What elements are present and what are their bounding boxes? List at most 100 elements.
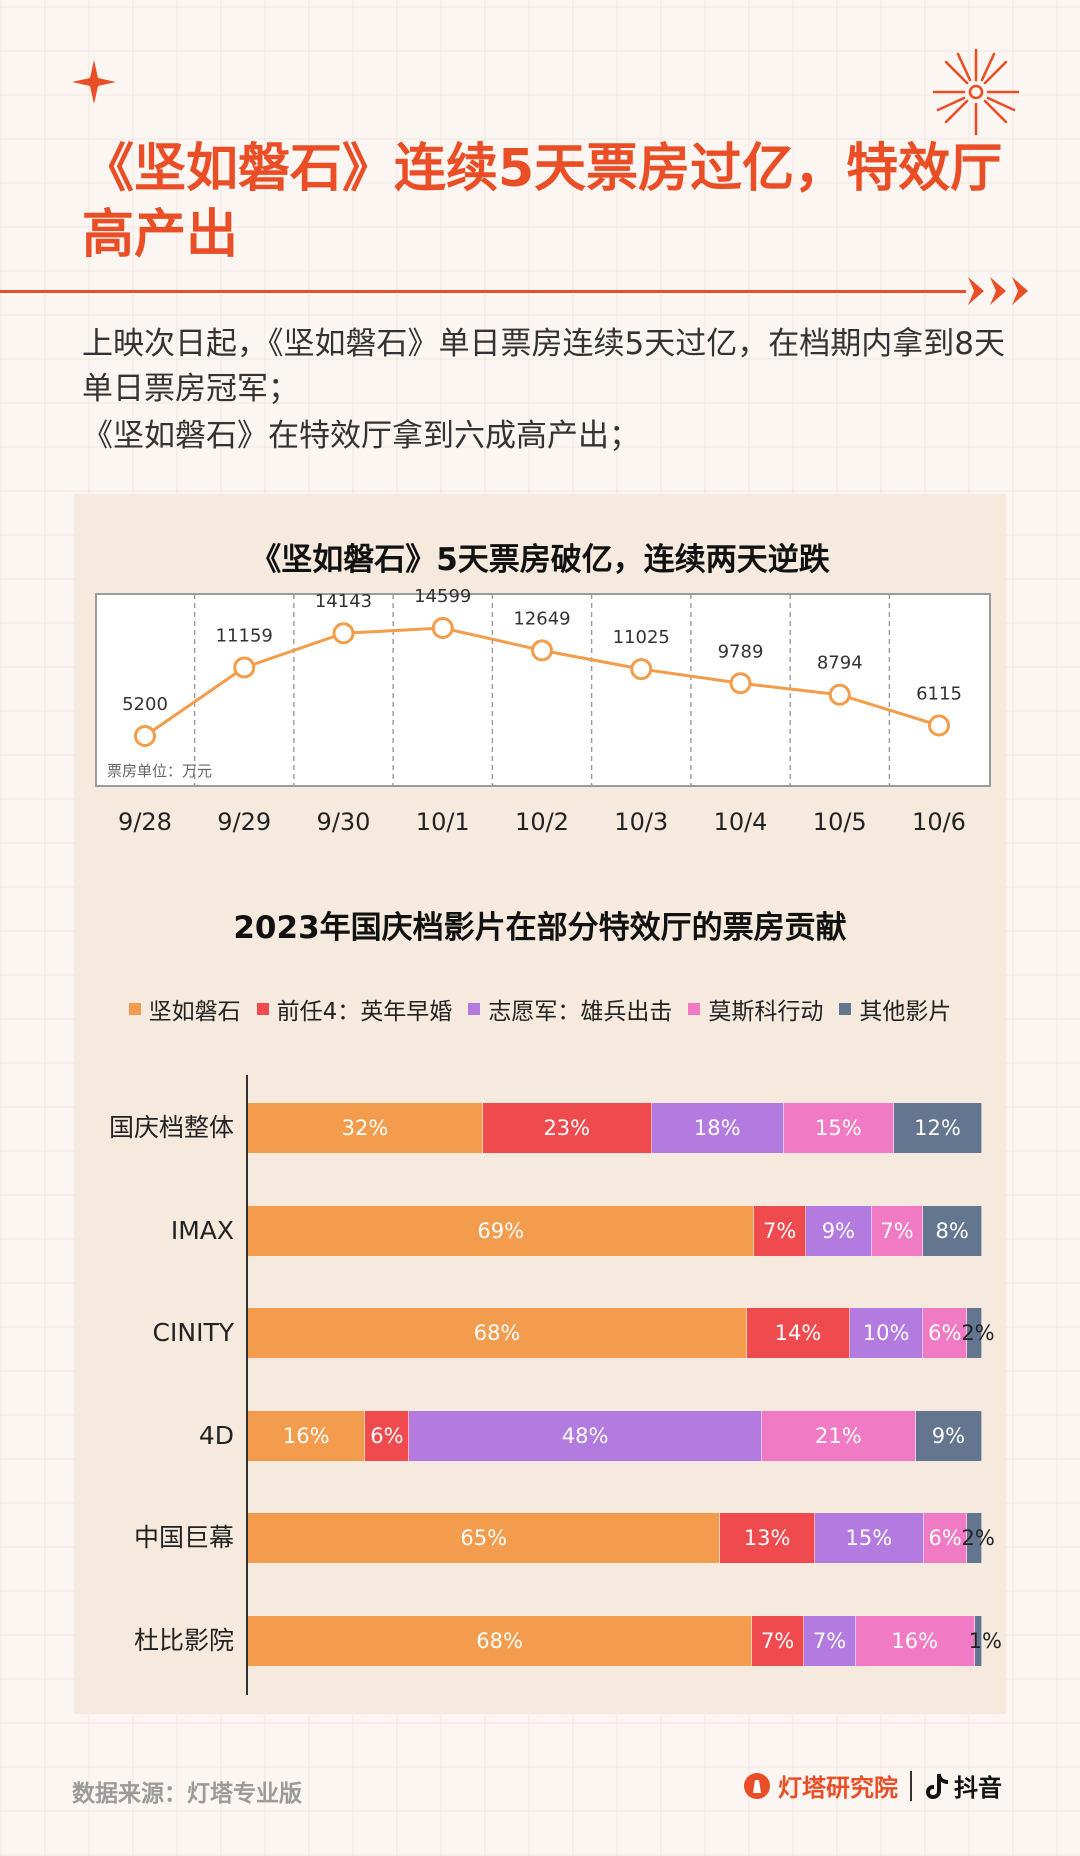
- bar-segment: 69%: [248, 1205, 755, 1256]
- bar-value-label: 9%: [821, 1218, 856, 1243]
- bar-segment: 12%: [893, 1103, 982, 1153]
- triple-arrow-icon: [968, 277, 1028, 305]
- x-tick-label: 9/28: [118, 808, 172, 836]
- bar-segment: 32%: [248, 1103, 483, 1153]
- bar-value-label: 1%: [968, 1629, 1002, 1653]
- page-title: 《坚如磐石》连续5天票房过亿，特效厅高产出: [82, 139, 1003, 265]
- bar-segment: 48%: [409, 1410, 762, 1461]
- bar-segment: 6%: [365, 1410, 410, 1461]
- bar-value-label: 48%: [561, 1423, 609, 1448]
- x-tick-label: 10/3: [614, 808, 668, 836]
- data-point: [828, 683, 851, 706]
- bar-value-label: 6%: [928, 1526, 962, 1551]
- bar-chart-axis: [246, 1075, 248, 1695]
- data-point: [630, 658, 653, 681]
- bar-value-label: 10%: [862, 1321, 910, 1346]
- bar-value-label: 2%: [961, 1526, 995, 1551]
- x-tick-label: 10/2: [515, 808, 569, 836]
- legend-label: 前任4：英年早婚: [276, 999, 453, 1025]
- bar-value-label: 21%: [815, 1423, 862, 1448]
- douyin-logo-icon: [926, 1773, 948, 1799]
- data-point: [233, 656, 256, 679]
- brand-separator: [910, 1770, 912, 1801]
- line-chart-title: 《坚如磐石》5天票房破亿，连续两天逆跌: [250, 542, 830, 578]
- bar-value-label: 7%: [880, 1218, 914, 1243]
- category-label: IMAX: [170, 1215, 234, 1245]
- legend-label: 坚如磐石: [148, 999, 241, 1025]
- category-label: 4D: [198, 1420, 234, 1450]
- data-point: [729, 672, 752, 695]
- bar-segment: 6%: [923, 1308, 968, 1359]
- bar-segment: 2%: [961, 1308, 995, 1359]
- bar-chart-title: 2023年国庆档影片在部分特效厅的票房贡献: [233, 910, 847, 946]
- category-label: 国庆档整体: [108, 1113, 234, 1142]
- data-label: 11025: [613, 627, 670, 648]
- category-label: 杜比影院: [133, 1626, 234, 1655]
- data-point: [332, 622, 355, 645]
- bar-value-label: 7%: [762, 1218, 797, 1243]
- bar-value-label: 13%: [743, 1526, 791, 1551]
- bar-segment: 1%: [969, 1616, 1002, 1666]
- bar-value-label: 15%: [845, 1526, 893, 1551]
- bar-value-label: 12%: [914, 1116, 961, 1140]
- legend-item: 坚如磐石: [128, 992, 241, 1026]
- firework-icon: [932, 48, 1020, 136]
- bar-segment: 15%: [814, 1513, 924, 1564]
- legend-item: 前任4：英年早婚: [256, 992, 453, 1026]
- bar-value-label: 68%: [473, 1321, 521, 1346]
- unit-note: 票房单位：万元: [107, 762, 212, 780]
- bar-value-label: 65%: [460, 1526, 508, 1551]
- bar-value-label: 6%: [928, 1321, 962, 1346]
- bar-segment: 7%: [754, 1205, 806, 1256]
- bar-segment: 18%: [651, 1103, 784, 1153]
- legend-swatch: [256, 1003, 269, 1015]
- bar-value-label: 9%: [931, 1423, 966, 1448]
- data-label: 9789: [718, 641, 764, 662]
- intro-paragraph-1: 上映次日起，《坚如磐石》单日票房连续5天过亿，在档期内拿到8天单日票房冠军；: [82, 326, 1005, 407]
- title-divider: [0, 290, 966, 293]
- bar-segment: 68%: [248, 1308, 748, 1359]
- bar-segment: 9%: [805, 1205, 872, 1256]
- category-label: 中国巨幕: [133, 1523, 234, 1553]
- data-label: 12649: [513, 608, 570, 629]
- x-tick-label: 9/30: [317, 808, 371, 836]
- data-point: [134, 725, 156, 747]
- data-label: 14143: [315, 591, 372, 612]
- x-tick-label: 9/29: [217, 808, 271, 836]
- category-label: CINITY: [152, 1318, 234, 1348]
- data-point: [431, 617, 454, 639]
- platform-name: 抖音: [954, 1774, 1002, 1802]
- bar-value-label: 6%: [370, 1423, 404, 1448]
- bar-value-label: 16%: [891, 1629, 939, 1653]
- data-point: [928, 714, 950, 737]
- data-point: [531, 639, 553, 662]
- legend-swatch: [688, 1003, 701, 1015]
- line-chart: 5200 9/28 11159 9/29 14143 9/30 14599 10/1 12649…: [95, 586, 991, 836]
- x-tick-label: 10/5: [813, 808, 867, 836]
- x-tick-label: 10/6: [912, 808, 966, 836]
- brand-footer: 灯塔研究院 抖音: [742, 1768, 1002, 1803]
- legend-item: 莫斯科行动: [688, 992, 823, 1026]
- data-label: 5200: [122, 694, 168, 715]
- brand-name: 灯塔研究院: [778, 1774, 898, 1802]
- bar-segment: 10%: [849, 1308, 924, 1359]
- bar-segment: 16%: [855, 1616, 975, 1666]
- legend-item: 志愿军：雄兵出击: [468, 992, 672, 1026]
- bar-segment: 15%: [783, 1103, 894, 1153]
- bar-segment: 14%: [747, 1308, 850, 1359]
- legend-label: 志愿军：雄兵出击: [488, 999, 673, 1025]
- bar-segment: 8%: [923, 1205, 982, 1256]
- bar-segment: 7%: [752, 1616, 805, 1666]
- x-tick-label: 10/1: [416, 808, 470, 836]
- bar-segment: 6%: [923, 1513, 968, 1564]
- bar-segment: 7%: [804, 1616, 856, 1666]
- bar-value-label: 7%: [760, 1629, 795, 1653]
- data-label: 14599: [414, 586, 471, 607]
- bar-segment: 7%: [871, 1205, 924, 1256]
- intro-paragraph-2: 《坚如磐石》在特效厅拿到六成高产出；: [82, 418, 640, 454]
- legend-swatch: [468, 1003, 481, 1015]
- bar-chart-legend: 坚如磐石 前任4：英年早婚 志愿军：雄兵出击 莫斯科行动 其他影片: [0, 992, 1080, 1026]
- bar-value-label: 32%: [341, 1116, 389, 1140]
- bar-value-label: 8%: [935, 1218, 969, 1243]
- bar-value-label: 14%: [774, 1321, 822, 1346]
